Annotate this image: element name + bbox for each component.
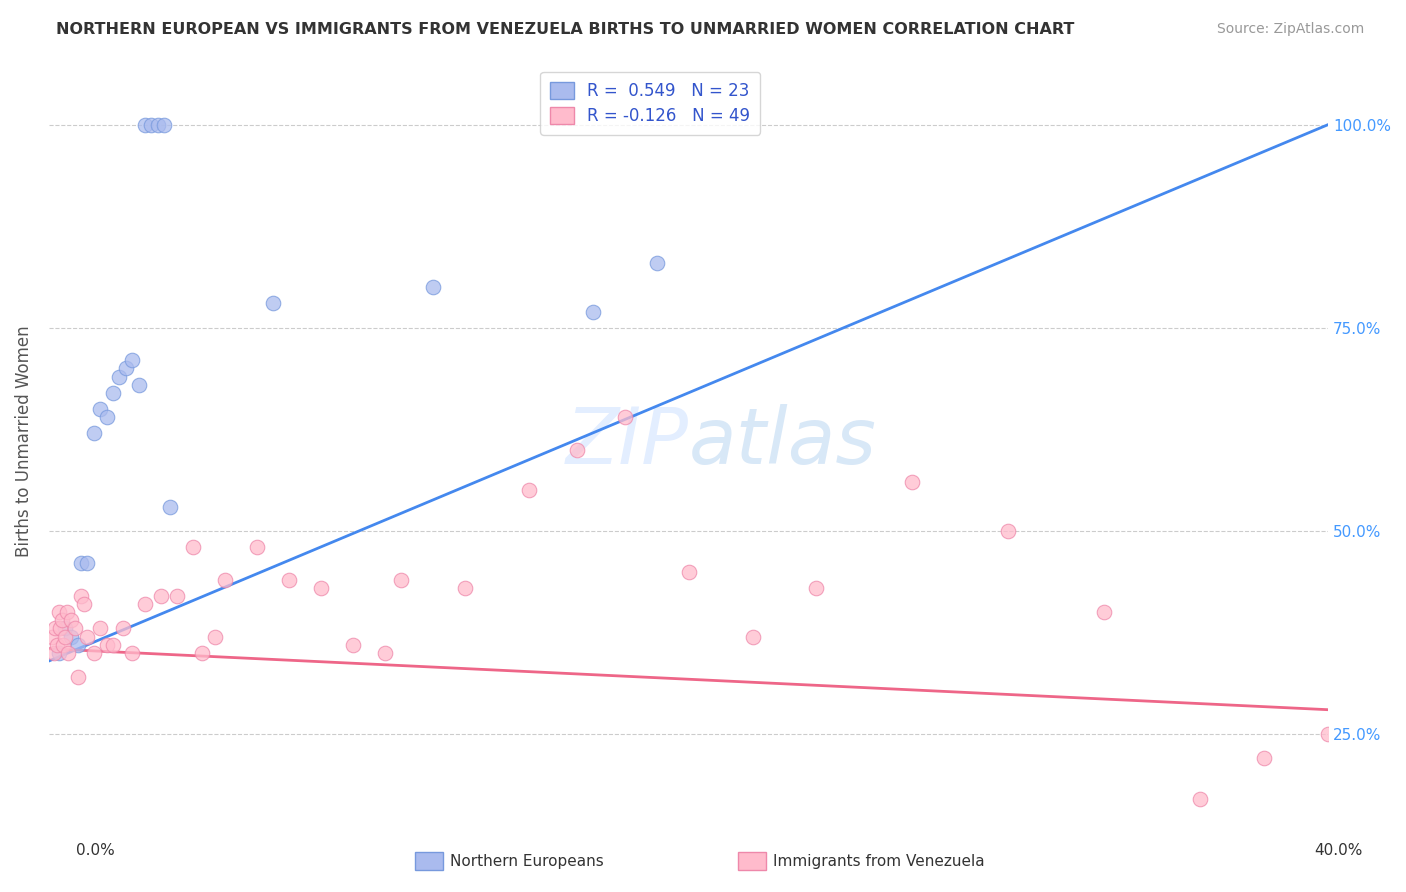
Point (66, 638, 89, 652)
Point (389, 573, 412, 587)
Point (41, 630, 63, 644)
Point (121, 646, 143, 660)
Point (678, 565, 700, 579)
Text: ZIP: ZIP (565, 403, 689, 480)
Point (422, 280, 444, 294)
Point (1092, 605, 1115, 619)
Point (901, 475, 924, 490)
Point (53, 622, 76, 636)
Point (114, 361, 136, 376)
Point (56, 646, 79, 660)
Point (374, 646, 396, 660)
Point (60, 613, 83, 627)
Point (96, 638, 118, 652)
Point (134, 597, 156, 611)
Point (70, 557, 93, 571)
Point (76, 630, 98, 644)
Point (741, 630, 763, 644)
Point (262, 296, 284, 310)
Point (1253, 751, 1275, 765)
Point (63, 622, 86, 636)
Point (83, 646, 105, 660)
Point (73, 597, 96, 611)
Text: NORTHERN EUROPEAN VS IMMIGRANTS FROM VENEZUELA BIRTHS TO UNMARRIED WOMEN CORRELA: NORTHERN EUROPEAN VS IMMIGRANTS FROM VEN… (56, 22, 1074, 37)
Point (111, 622, 134, 636)
Point (277, 573, 299, 587)
Point (159, 500, 181, 514)
Point (141, 118, 163, 132)
Point (121, 353, 143, 368)
Point (806, 581, 828, 595)
Point (51, 613, 73, 627)
Point (181, 540, 204, 554)
Point (53, 630, 76, 644)
Point (48, 646, 70, 660)
Text: Source: ZipAtlas.com: Source: ZipAtlas.com (1216, 22, 1364, 37)
Y-axis label: Births to Unmarried Women: Births to Unmarried Women (15, 326, 32, 558)
Point (76, 557, 98, 571)
Text: 40.0%: 40.0% (1315, 843, 1362, 858)
Point (89, 622, 111, 636)
Point (83, 426, 105, 441)
Point (89, 402, 111, 417)
Point (1317, 727, 1340, 741)
Point (454, 581, 477, 595)
Point (46, 638, 69, 652)
Point (96, 410, 118, 425)
Point (101, 638, 124, 652)
Point (66, 670, 89, 684)
Point (214, 573, 236, 587)
Point (191, 646, 214, 660)
Point (565, 442, 588, 457)
Point (204, 630, 226, 644)
Point (146, 118, 169, 132)
Point (134, 118, 156, 132)
Point (517, 483, 540, 498)
Point (149, 589, 172, 603)
Point (60, 630, 83, 644)
Point (997, 524, 1019, 538)
Point (581, 304, 603, 318)
Point (309, 581, 332, 595)
Point (166, 589, 188, 603)
Legend: R =  0.549   N = 23, R = -0.126   N = 49: R = 0.549 N = 23, R = -0.126 N = 49 (540, 71, 761, 135)
Point (246, 540, 269, 554)
Text: atlas: atlas (689, 403, 876, 480)
Point (153, 118, 176, 132)
Point (42, 646, 65, 660)
Text: 0.0%: 0.0% (76, 843, 115, 858)
Point (101, 385, 124, 400)
Point (128, 377, 150, 392)
Point (342, 638, 364, 652)
Text: Northern Europeans: Northern Europeans (450, 855, 603, 869)
Point (70, 589, 93, 603)
Point (645, 256, 668, 270)
Point (108, 369, 131, 384)
Text: Immigrants from Venezuela: Immigrants from Venezuela (773, 855, 986, 869)
Point (613, 410, 636, 425)
Point (52, 638, 75, 652)
Point (55, 605, 77, 619)
Point (44, 622, 66, 636)
Point (49, 622, 72, 636)
Point (1189, 792, 1212, 806)
Point (48, 605, 70, 619)
